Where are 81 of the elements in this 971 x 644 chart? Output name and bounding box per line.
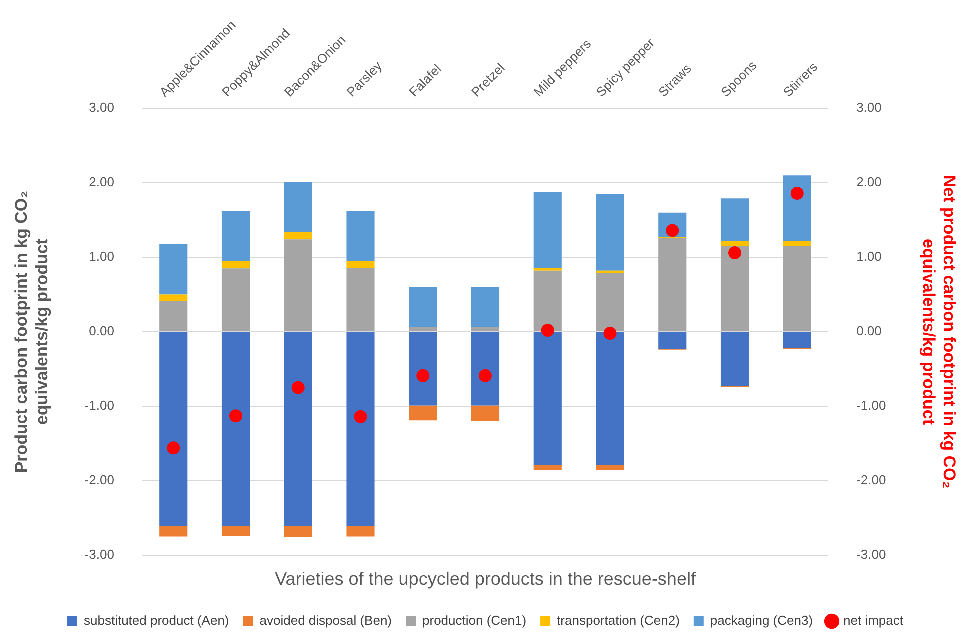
bar <box>720 198 750 242</box>
point <box>604 326 617 340</box>
bar <box>222 211 250 262</box>
y2-tick-label: -2.00 <box>856 472 886 488</box>
y2-axis-title: Net product carbon footprint in kg CO₂ equivalents/kg product <box>920 175 960 489</box>
bar <box>160 332 188 526</box>
bar <box>471 287 500 328</box>
bar <box>783 246 812 332</box>
legend-label: production (Cen1) <box>422 613 527 628</box>
bar <box>471 332 500 406</box>
bar <box>222 526 250 536</box>
bar <box>783 241 812 246</box>
bar <box>346 332 375 526</box>
bar <box>596 270 624 274</box>
legend-label: substituted product (Aen) <box>84 613 230 628</box>
bar <box>222 268 250 332</box>
bar <box>534 270 562 332</box>
legend-label: net impact <box>844 613 904 628</box>
bar <box>346 211 375 262</box>
y-tick-label: 0.00 <box>89 324 114 339</box>
bar <box>284 526 312 538</box>
bar <box>534 332 562 466</box>
bar <box>720 241 750 246</box>
y2-tick-label: -3.00 <box>856 546 886 562</box>
bar <box>596 273 624 332</box>
point <box>292 381 305 394</box>
y-axis-title: Product carbon footprint in kg CO₂ equivalents/kg product <box>12 190 52 474</box>
bar <box>409 332 438 406</box>
legend-label: packaging (Cen3) <box>710 613 814 628</box>
bar <box>596 194 624 271</box>
y2-tick-label: 1.00 <box>856 249 882 264</box>
point <box>541 324 554 337</box>
y2-tick-label: 2.00 <box>856 174 882 190</box>
y2-tick-label: 0.00 <box>856 324 882 339</box>
bar <box>346 526 375 537</box>
bar <box>471 328 500 332</box>
bar <box>596 332 624 466</box>
legend-label: transportation (Cen2) <box>557 613 680 628</box>
point <box>416 369 430 382</box>
bar <box>284 332 312 526</box>
x-axis-title: Varieties of the upcycled products in the rescue-shelf <box>275 569 697 590</box>
point <box>167 442 180 455</box>
bar <box>346 261 375 268</box>
y2-tick-label: 3.00 <box>856 100 882 116</box>
bar <box>284 182 312 232</box>
bar <box>160 244 188 295</box>
bar <box>658 332 687 350</box>
bar <box>534 268 562 271</box>
bar <box>160 301 188 332</box>
bar <box>222 332 250 526</box>
bar <box>160 294 188 302</box>
point <box>790 186 804 200</box>
y-tick-label: -3.00 <box>84 546 114 562</box>
y-tick-label: -2.00 <box>84 472 114 488</box>
bar <box>222 261 250 269</box>
point <box>479 369 492 382</box>
y-tick-label: 3.00 <box>89 100 114 116</box>
y-tick-label: -1.00 <box>84 398 114 414</box>
bar <box>534 192 562 268</box>
bar <box>534 465 562 471</box>
bar <box>783 332 812 348</box>
bar <box>284 232 312 240</box>
y-tick-label: 2.00 <box>89 174 114 190</box>
bar <box>720 332 750 386</box>
bar <box>409 328 438 332</box>
bar <box>720 246 750 332</box>
legend-label: avoided disposal (Ben) <box>260 613 392 628</box>
bar <box>346 268 375 332</box>
bar <box>783 176 812 242</box>
y-tick-label: 1.00 <box>89 249 114 264</box>
bar <box>658 238 687 332</box>
bar <box>160 526 188 537</box>
bar <box>471 406 500 422</box>
point <box>354 410 368 424</box>
point <box>229 410 242 423</box>
point <box>728 246 742 260</box>
y2-tick-label: -1.00 <box>856 398 886 414</box>
bar <box>284 240 312 332</box>
bar <box>409 287 438 328</box>
bar <box>409 406 438 421</box>
bar <box>596 465 624 471</box>
